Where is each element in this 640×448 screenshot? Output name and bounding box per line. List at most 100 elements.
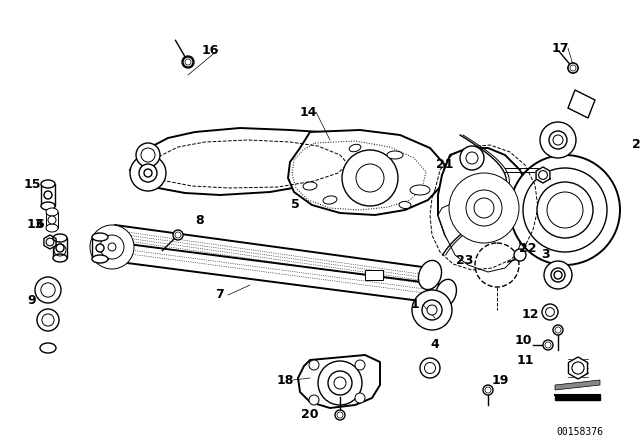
Circle shape xyxy=(537,182,593,238)
Polygon shape xyxy=(298,355,380,408)
Circle shape xyxy=(336,379,344,387)
Circle shape xyxy=(449,173,519,243)
Text: 21: 21 xyxy=(436,159,454,172)
Circle shape xyxy=(108,243,116,251)
Polygon shape xyxy=(568,357,588,379)
Text: 19: 19 xyxy=(492,374,509,387)
Circle shape xyxy=(173,230,183,240)
Text: 7: 7 xyxy=(216,289,225,302)
Text: 15: 15 xyxy=(23,178,41,191)
Circle shape xyxy=(44,191,52,199)
Circle shape xyxy=(342,150,398,206)
Polygon shape xyxy=(568,90,595,118)
Circle shape xyxy=(460,146,484,170)
Circle shape xyxy=(480,204,488,212)
Circle shape xyxy=(466,190,502,226)
Circle shape xyxy=(420,358,440,378)
Circle shape xyxy=(144,169,152,177)
Circle shape xyxy=(510,155,620,265)
Circle shape xyxy=(514,249,526,261)
Ellipse shape xyxy=(53,254,67,262)
Text: 4: 4 xyxy=(431,339,440,352)
Ellipse shape xyxy=(419,260,442,289)
Polygon shape xyxy=(130,128,365,195)
Polygon shape xyxy=(438,148,530,262)
Text: 20: 20 xyxy=(301,409,319,422)
Circle shape xyxy=(100,235,124,259)
Text: 5: 5 xyxy=(291,198,300,211)
Text: 14: 14 xyxy=(300,105,317,119)
Circle shape xyxy=(483,385,493,395)
Text: 3: 3 xyxy=(541,249,549,262)
Bar xyxy=(41,184,55,206)
Polygon shape xyxy=(438,200,520,272)
Circle shape xyxy=(183,57,193,67)
Ellipse shape xyxy=(323,196,337,204)
Text: 9: 9 xyxy=(28,293,36,306)
Circle shape xyxy=(35,277,61,303)
Circle shape xyxy=(474,198,494,218)
Ellipse shape xyxy=(349,144,361,152)
Ellipse shape xyxy=(40,343,56,353)
Ellipse shape xyxy=(303,182,317,190)
Ellipse shape xyxy=(92,255,108,263)
Circle shape xyxy=(141,148,155,162)
Circle shape xyxy=(540,122,576,158)
Circle shape xyxy=(48,216,56,224)
Ellipse shape xyxy=(410,185,430,195)
Circle shape xyxy=(422,300,442,320)
Text: 6: 6 xyxy=(36,219,44,232)
Ellipse shape xyxy=(399,202,411,208)
Circle shape xyxy=(544,341,552,349)
Circle shape xyxy=(568,63,578,73)
Polygon shape xyxy=(555,380,600,390)
Text: 18: 18 xyxy=(276,374,294,387)
Circle shape xyxy=(543,340,553,350)
Circle shape xyxy=(551,268,565,282)
Text: 11: 11 xyxy=(516,353,534,366)
Circle shape xyxy=(136,143,160,167)
Ellipse shape xyxy=(387,151,403,159)
Text: 23: 23 xyxy=(456,254,474,267)
Text: 2: 2 xyxy=(632,138,640,151)
Text: 13: 13 xyxy=(26,219,44,232)
Ellipse shape xyxy=(53,234,67,242)
Circle shape xyxy=(318,361,362,405)
Circle shape xyxy=(309,395,319,405)
Text: 16: 16 xyxy=(202,43,219,56)
Circle shape xyxy=(56,244,64,252)
Bar xyxy=(92,237,108,259)
Circle shape xyxy=(90,225,134,269)
Ellipse shape xyxy=(41,180,55,188)
Bar xyxy=(365,270,383,280)
Circle shape xyxy=(427,305,437,315)
Bar xyxy=(46,212,58,228)
Polygon shape xyxy=(536,167,550,183)
Polygon shape xyxy=(555,395,600,400)
Polygon shape xyxy=(288,130,445,215)
Circle shape xyxy=(139,164,157,182)
Text: 1: 1 xyxy=(411,298,419,311)
Circle shape xyxy=(328,371,352,395)
Polygon shape xyxy=(44,235,56,249)
Circle shape xyxy=(130,155,166,191)
Ellipse shape xyxy=(46,208,58,216)
Circle shape xyxy=(355,393,365,403)
Circle shape xyxy=(412,290,452,330)
Text: 10: 10 xyxy=(515,333,532,346)
Circle shape xyxy=(334,377,346,389)
Text: 00158376: 00158376 xyxy=(557,427,604,437)
Circle shape xyxy=(549,131,567,149)
Circle shape xyxy=(553,325,563,335)
Text: 22: 22 xyxy=(519,241,537,254)
Circle shape xyxy=(568,63,578,73)
Polygon shape xyxy=(100,242,448,303)
Circle shape xyxy=(553,135,563,145)
Circle shape xyxy=(309,360,319,370)
Ellipse shape xyxy=(436,280,456,307)
Circle shape xyxy=(544,261,572,289)
Text: 12: 12 xyxy=(521,309,539,322)
Circle shape xyxy=(96,244,104,252)
Text: 17: 17 xyxy=(551,42,569,55)
Ellipse shape xyxy=(41,202,55,210)
